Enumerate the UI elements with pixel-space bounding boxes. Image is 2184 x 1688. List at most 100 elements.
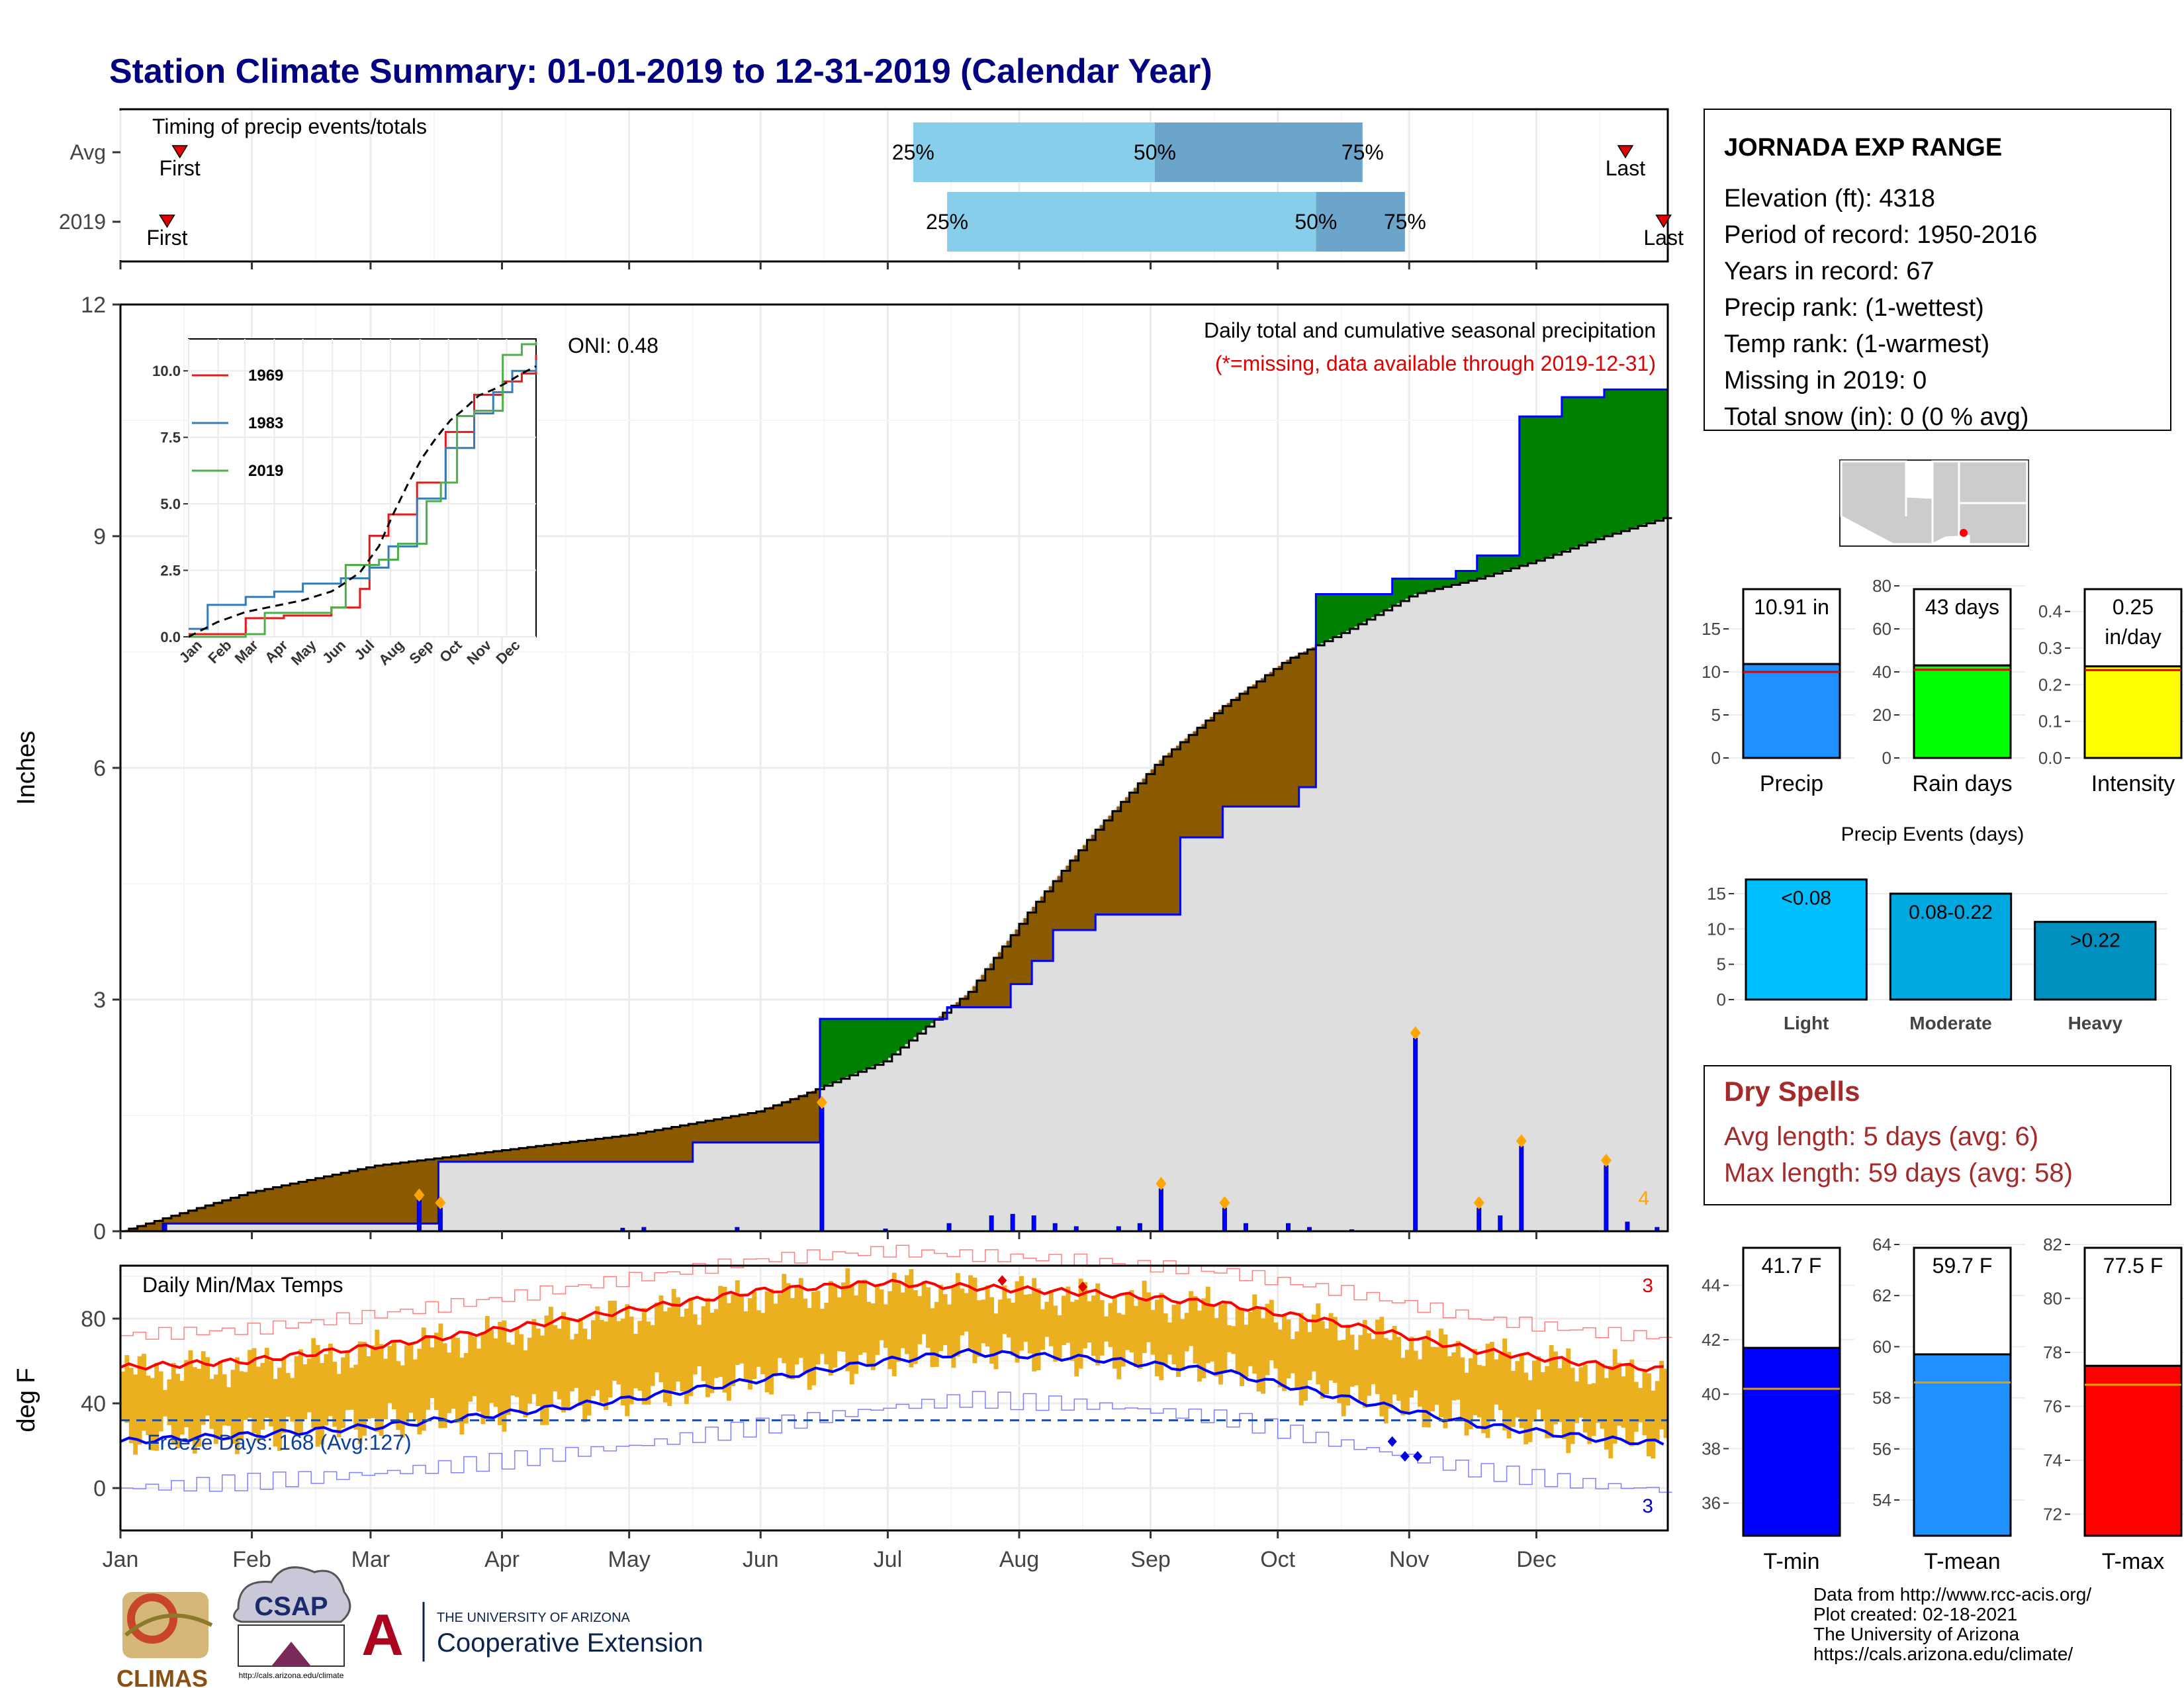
precip-y-label: Inches [13,731,40,805]
deficit-fill [1189,735,1194,837]
deficit-fill [255,1190,261,1224]
stat-y-label: 40 [1702,1384,1721,1404]
deficit-fill [315,1178,320,1224]
deficit-fill [548,1144,553,1162]
daily-temp-bar [1142,1280,1147,1353]
timing-quantile-label: 50% [1134,140,1176,164]
daily-temp-bar [803,1298,808,1373]
surplus-fill [1349,594,1355,629]
deficit-fill [290,1184,295,1224]
deficit-fill [489,1151,494,1162]
deficit-fill [438,1158,443,1162]
daily-temp-bar [1655,1381,1660,1442]
surplus-fill [1388,594,1393,608]
stat-bar [2083,1364,2183,1537]
deficit-fill [1240,694,1245,807]
footer-credits: Data from http://www.rcc-acis.org/Plot c… [1813,1584,2091,1664]
dry-spells-avg: Avg length: 5 days (avg: 6) [1724,1122,2038,1151]
deficit-fill [408,1161,414,1224]
daily-temp-bar [120,1372,125,1421]
daily-precip-bar [1604,1165,1609,1232]
deficit-fill [1083,845,1088,930]
deficit-fill [430,1158,435,1224]
deficit-fill [662,1128,668,1162]
deficit-fill [477,1153,482,1162]
deficit-fill [383,1164,388,1224]
daily-temp-bar [1413,1350,1418,1391]
daily-temp-bar [1048,1290,1054,1346]
surplus-fill [1524,416,1529,565]
deficit-fill [701,1121,706,1143]
station-location-marker [1960,529,1968,537]
temp-y-axis: 0 40 80 [81,1307,120,1501]
daily-temp-bar [341,1357,345,1429]
daily-temp-bar [1138,1298,1143,1370]
surplus-fill [1536,416,1541,561]
surplus-fill [875,1019,880,1065]
deficit-fill [540,1145,545,1162]
daily-temp-bar [722,1287,727,1393]
surplus-fill [883,1019,888,1062]
deficit-fill [1078,850,1083,930]
last-event-marker [1617,145,1634,159]
surplus-fill [1392,579,1397,606]
daily-temp-bar [1532,1360,1537,1422]
daily-temp-bar [1099,1300,1105,1356]
daily-temp-bar [858,1280,863,1355]
deficit-fill [192,1209,197,1224]
daily-temp-bar [1150,1309,1156,1355]
daily-temp-bar [434,1333,439,1411]
daily-temp-bar [1197,1310,1202,1382]
surplus-fill [900,1019,905,1048]
daily-temp-bar [905,1275,909,1354]
deficit-fill [1104,820,1109,915]
surplus-fill [1367,594,1372,620]
surplus-fill [1353,594,1359,627]
month-label: Dec [1516,1547,1556,1572]
daily-temp-bar [251,1348,257,1434]
deficit-fill [146,1223,151,1231]
daily-temp-bar [1069,1301,1075,1361]
deficit-fill [985,969,990,1008]
footer-line: Data from http://www.rcc-acis.org/ [1813,1584,2091,1605]
daily-temp-bar [1171,1305,1177,1364]
deficit-fill [251,1192,257,1224]
daily-temp-bar [362,1341,367,1436]
deficit-fill [531,1147,537,1162]
deficit-fill [1044,891,1050,961]
daily-temp-bar [523,1350,528,1417]
precip-panel: 0 3 6 9 12 Inches Daily total and cumulative… [13,293,1672,1244]
daily-temp-bar [260,1362,265,1430]
station-info-line: Years in record: 67 [1724,258,1934,285]
daily-temp-bar [1498,1354,1503,1411]
y-tick-label: 9 [93,524,106,549]
daily-temp-bar [692,1314,698,1375]
daily-precip-bar [1498,1215,1503,1232]
daily-temp-bar [1074,1299,1079,1377]
daily-temp-bar [1434,1346,1439,1405]
precip-events-title: Precip Events (days) [1841,823,2025,845]
stat-label-box [1913,588,2012,667]
daily-temp-bar [726,1303,731,1401]
daily-temp-bar [574,1333,579,1388]
inset-series-line [189,360,537,630]
daily-temp-bar [1282,1314,1287,1391]
deficit-fill [1040,896,1045,961]
surplus-fill [1460,571,1465,583]
record-low-marker [1400,1451,1410,1462]
daily-temp-bar [1011,1302,1016,1356]
deficit-fill [248,1192,253,1224]
surplus-fill [1510,555,1516,569]
deficit-fill [1011,935,1016,984]
surplus-fill [1566,397,1571,550]
surplus-fill [1485,555,1490,577]
daily-temp-bar [637,1321,643,1391]
timing-bar-25-50 [947,192,1316,252]
daily-temp-bar [833,1285,838,1368]
deficit-fill [1231,700,1236,807]
surplus-fill [1430,579,1435,590]
month-label: Feb [232,1547,271,1572]
month-label: Jun [743,1547,779,1572]
daily-temp-bar [1494,1359,1499,1405]
month-label: Jul [874,1547,902,1572]
